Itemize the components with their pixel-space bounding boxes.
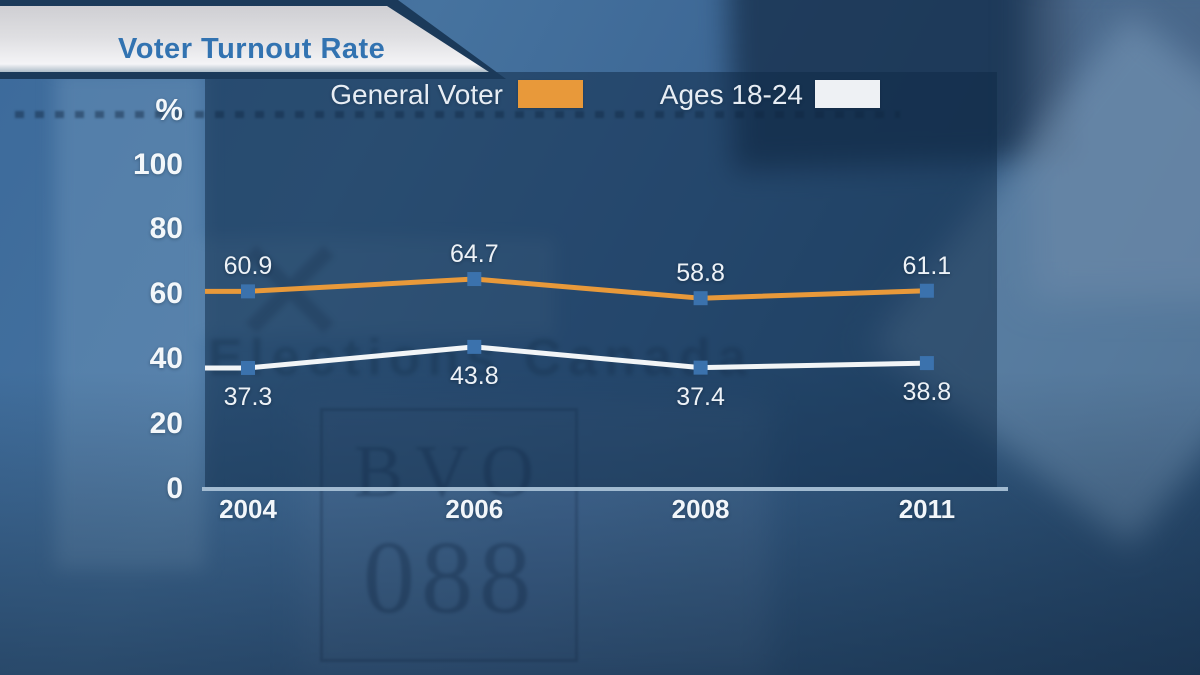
data-value-label: 64.7 xyxy=(449,240,499,269)
line-plot xyxy=(205,272,934,375)
data-value-label: 37.4 xyxy=(676,382,725,411)
x-tick-label: 2008 xyxy=(671,494,730,524)
data-value-label: 58.8 xyxy=(676,259,725,288)
y-tick-label: 60 xyxy=(149,277,183,311)
y-tick-label: 80 xyxy=(149,212,183,246)
data-point-marker xyxy=(693,360,708,375)
data-point-marker xyxy=(919,356,934,371)
x-tick-label: 2004 xyxy=(219,494,277,524)
data-point-marker xyxy=(919,283,934,298)
data-point-marker xyxy=(467,272,482,287)
x-axis-line xyxy=(202,487,1008,491)
y-axis-unit-label: % xyxy=(155,92,183,127)
x-tick-label: 2006 xyxy=(445,494,504,524)
title-banner: Voter Turnout Rate xyxy=(0,6,489,72)
background-slate-area xyxy=(1030,0,1200,300)
data-value-label: 60.9 xyxy=(223,252,273,281)
y-tick-label: 20 xyxy=(149,407,183,441)
legend-label: Ages 18-24 xyxy=(659,79,803,110)
legend-label: General Voter xyxy=(330,79,503,110)
data-value-label: 43.8 xyxy=(449,361,499,390)
data-point-marker xyxy=(467,339,482,354)
data-point-marker xyxy=(241,284,255,299)
data-value-label: 37.3 xyxy=(223,382,273,411)
y-tick-label: 40 xyxy=(149,342,183,376)
legend-swatch xyxy=(518,80,583,108)
series-line xyxy=(205,344,927,371)
x-tick-label: 2011 xyxy=(898,494,956,524)
page-title: Voter Turnout Rate xyxy=(118,33,386,65)
chart-panel xyxy=(205,72,997,488)
y-tick-label: 100 xyxy=(132,147,183,181)
y-tick-label: 0 xyxy=(166,472,183,505)
data-value-label: 61.1 xyxy=(902,251,952,280)
data-point-marker xyxy=(241,360,255,375)
series-line xyxy=(205,276,927,301)
data-value-label: 38.8 xyxy=(902,378,952,407)
stamp-text-088: 088 xyxy=(363,520,537,635)
data-point-marker xyxy=(693,291,708,306)
legend-swatch xyxy=(815,80,880,108)
